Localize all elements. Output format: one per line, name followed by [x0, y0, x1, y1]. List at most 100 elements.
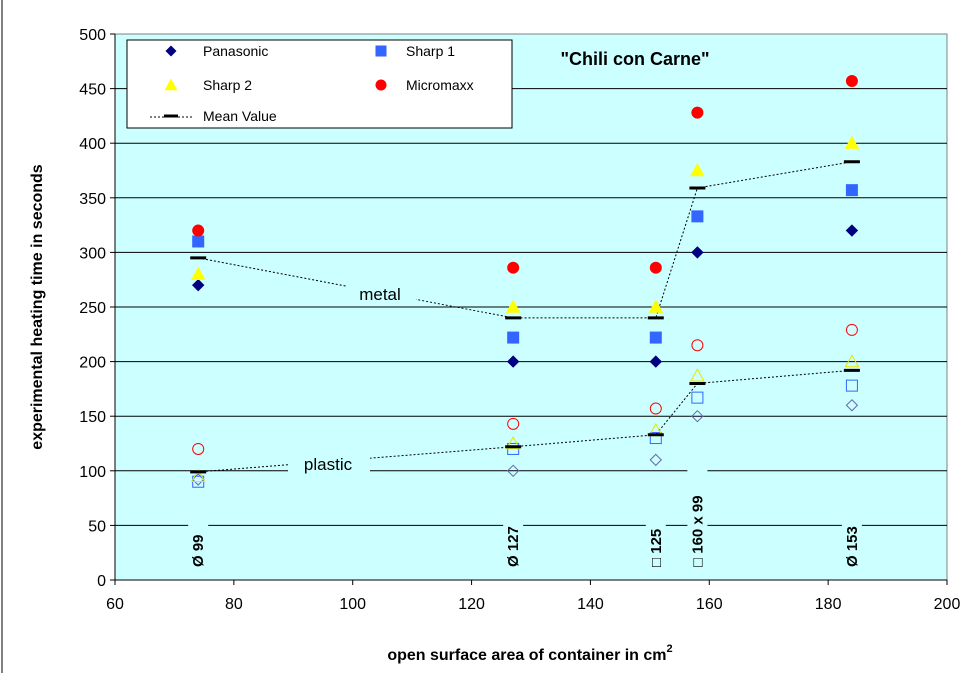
legend-marker-sharp1	[375, 45, 387, 57]
container-label-bg-1	[503, 513, 524, 571]
x-tick-label-180: 180	[815, 596, 842, 613]
chart-title: "Chili con Carne"	[560, 49, 709, 69]
container-label-text-0: Ø 99	[190, 534, 207, 567]
container-label-text-1: Ø 127	[505, 526, 522, 567]
group-label-metal-text: metal	[359, 285, 401, 304]
x-tick-label-200: 200	[934, 596, 961, 613]
point-sharp2-metal-2	[648, 299, 664, 313]
point-sharp1-metal-3	[691, 210, 704, 223]
group-label-plastic-text: plastic	[304, 455, 353, 474]
point-micromaxx-metal-0	[192, 224, 205, 237]
legend-marker-sharp2	[164, 78, 178, 91]
y-axis-title: experimental heating time in seconds	[29, 164, 46, 450]
container-label-1: Ø 127	[503, 513, 524, 571]
legend: Panasonic Sharp 1 Sharp 2 Micromaxx Mean…	[126, 39, 513, 129]
container-label-text-2: □ 125	[648, 529, 665, 567]
legend-marker-micromaxx	[375, 79, 387, 91]
x-axis-title-superscript: 2	[667, 643, 673, 655]
data-points	[190, 74, 860, 488]
point-sharp1-metal-1	[507, 331, 520, 344]
point-sharp1-metal-0	[192, 235, 205, 248]
container-label-text-4: Ø 153	[844, 526, 861, 567]
x-axis-title: open surface area of container in cm2	[387, 643, 672, 664]
point-sharp2-plastic-1	[505, 435, 521, 450]
point-panasonic-plastic-1	[506, 464, 520, 478]
mean-line-plastic	[198, 369, 852, 473]
point-panasonic-plastic-0	[191, 473, 205, 486]
point-sharp1-metal-2	[649, 331, 662, 344]
container-label-bg-0	[188, 523, 209, 571]
container-label-text-3: □ 160 x 99	[689, 495, 706, 567]
x-tick-label-160: 160	[696, 596, 723, 613]
point-micromaxx-metal-2	[649, 261, 662, 274]
legend-label-sharp2: Sharp 2	[203, 77, 252, 93]
x-tick-labels: 60 80 100 120 140 160 180 200	[106, 596, 960, 613]
legend-box	[126, 39, 513, 129]
x-tick-label-60: 60	[106, 596, 124, 613]
y-tick-label-500: 500	[79, 27, 106, 44]
x-tick-label-100: 100	[339, 596, 366, 613]
y-tick-labels: 0 50 100 150 200 250 300 350 400 450 500	[79, 27, 106, 590]
point-panasonic-metal-3	[691, 246, 704, 259]
x-tick-label-140: 140	[577, 596, 604, 613]
legend-label-mean: Mean Value	[203, 108, 277, 124]
point-sharp2-plastic-0	[190, 468, 206, 482]
point-panasonic-metal-4	[845, 224, 859, 237]
point-sharp2-metal-4	[844, 135, 860, 149]
y-tick-label-250: 250	[79, 300, 106, 317]
y-axis-title-text: experimental heating time in seconds	[29, 164, 46, 450]
point-micromaxx-plastic-4	[845, 323, 858, 336]
point-sharp2-metal-1	[505, 299, 521, 313]
y-tick-label-200: 200	[79, 355, 106, 372]
point-micromaxx-plastic-2	[649, 402, 662, 415]
x-tick-label-120: 120	[458, 596, 485, 613]
point-sharp1-metal-4	[845, 184, 858, 197]
point-panasonic-metal-2	[649, 355, 663, 368]
point-sharp2-plastic-3	[690, 368, 705, 382]
container-label-bg-3	[687, 466, 708, 571]
container-label-bg-2	[645, 513, 666, 571]
y-tick-label-0: 0	[97, 573, 106, 590]
y-tick-label-150: 150	[79, 409, 106, 426]
point-panasonic-metal-1	[506, 355, 520, 368]
point-sharp1-plastic-2	[649, 432, 662, 445]
point-micromaxx-plastic-1	[507, 417, 520, 430]
point-sharp2-metal-3	[690, 162, 705, 177]
container-label-4: Ø 153	[841, 513, 862, 571]
point-sharp1-plastic-3	[691, 391, 704, 404]
y-tick-label-50: 50	[88, 518, 106, 535]
point-micromaxx-plastic-0	[192, 442, 205, 455]
y-tick-label-400: 400	[79, 136, 106, 153]
point-panasonic-plastic-4	[845, 399, 859, 412]
legend-marker-panasonic	[165, 45, 177, 57]
point-sharp2-metal-0	[190, 266, 206, 280]
container-size-labels: Ø 99 Ø 127 □ 125 □ 160 x 99 Ø 153	[188, 466, 862, 571]
axes	[110, 33, 948, 585]
y-tick-label-450: 450	[79, 82, 106, 99]
container-label-bg-4	[841, 513, 862, 571]
point-micromaxx-metal-1	[507, 261, 520, 274]
legend-label-panasonic: Panasonic	[203, 43, 268, 59]
legend-label-micromaxx: Micromaxx	[406, 77, 474, 93]
x-axis-title-text: open surface area of container in cm	[387, 647, 666, 664]
container-label-0: Ø 99	[188, 523, 209, 571]
group-label-metal: metal	[346, 282, 416, 306]
container-label-3: □ 160 x 99	[687, 466, 708, 571]
x-tick-label-80: 80	[225, 596, 243, 613]
container-label-2: □ 125	[645, 513, 666, 571]
y-tick-label-300: 300	[79, 245, 106, 262]
group-label-metal-background	[346, 282, 416, 306]
group-label-plastic: plastic	[288, 452, 370, 476]
y-tick-label-350: 350	[79, 191, 106, 208]
point-sharp1-plastic-4	[845, 379, 858, 392]
group-label-plastic-background	[288, 452, 370, 476]
point-sharp2-plastic-4	[844, 354, 860, 368]
point-panasonic-plastic-3	[691, 409, 704, 423]
point-micromaxx-metal-3	[691, 106, 704, 119]
point-panasonic-plastic-2	[649, 453, 663, 467]
y-tick-label-100: 100	[79, 464, 106, 481]
legend-label-sharp1: Sharp 1	[406, 43, 455, 59]
point-micromaxx-plastic-3	[691, 339, 704, 352]
point-micromaxx-metal-4	[845, 74, 858, 87]
